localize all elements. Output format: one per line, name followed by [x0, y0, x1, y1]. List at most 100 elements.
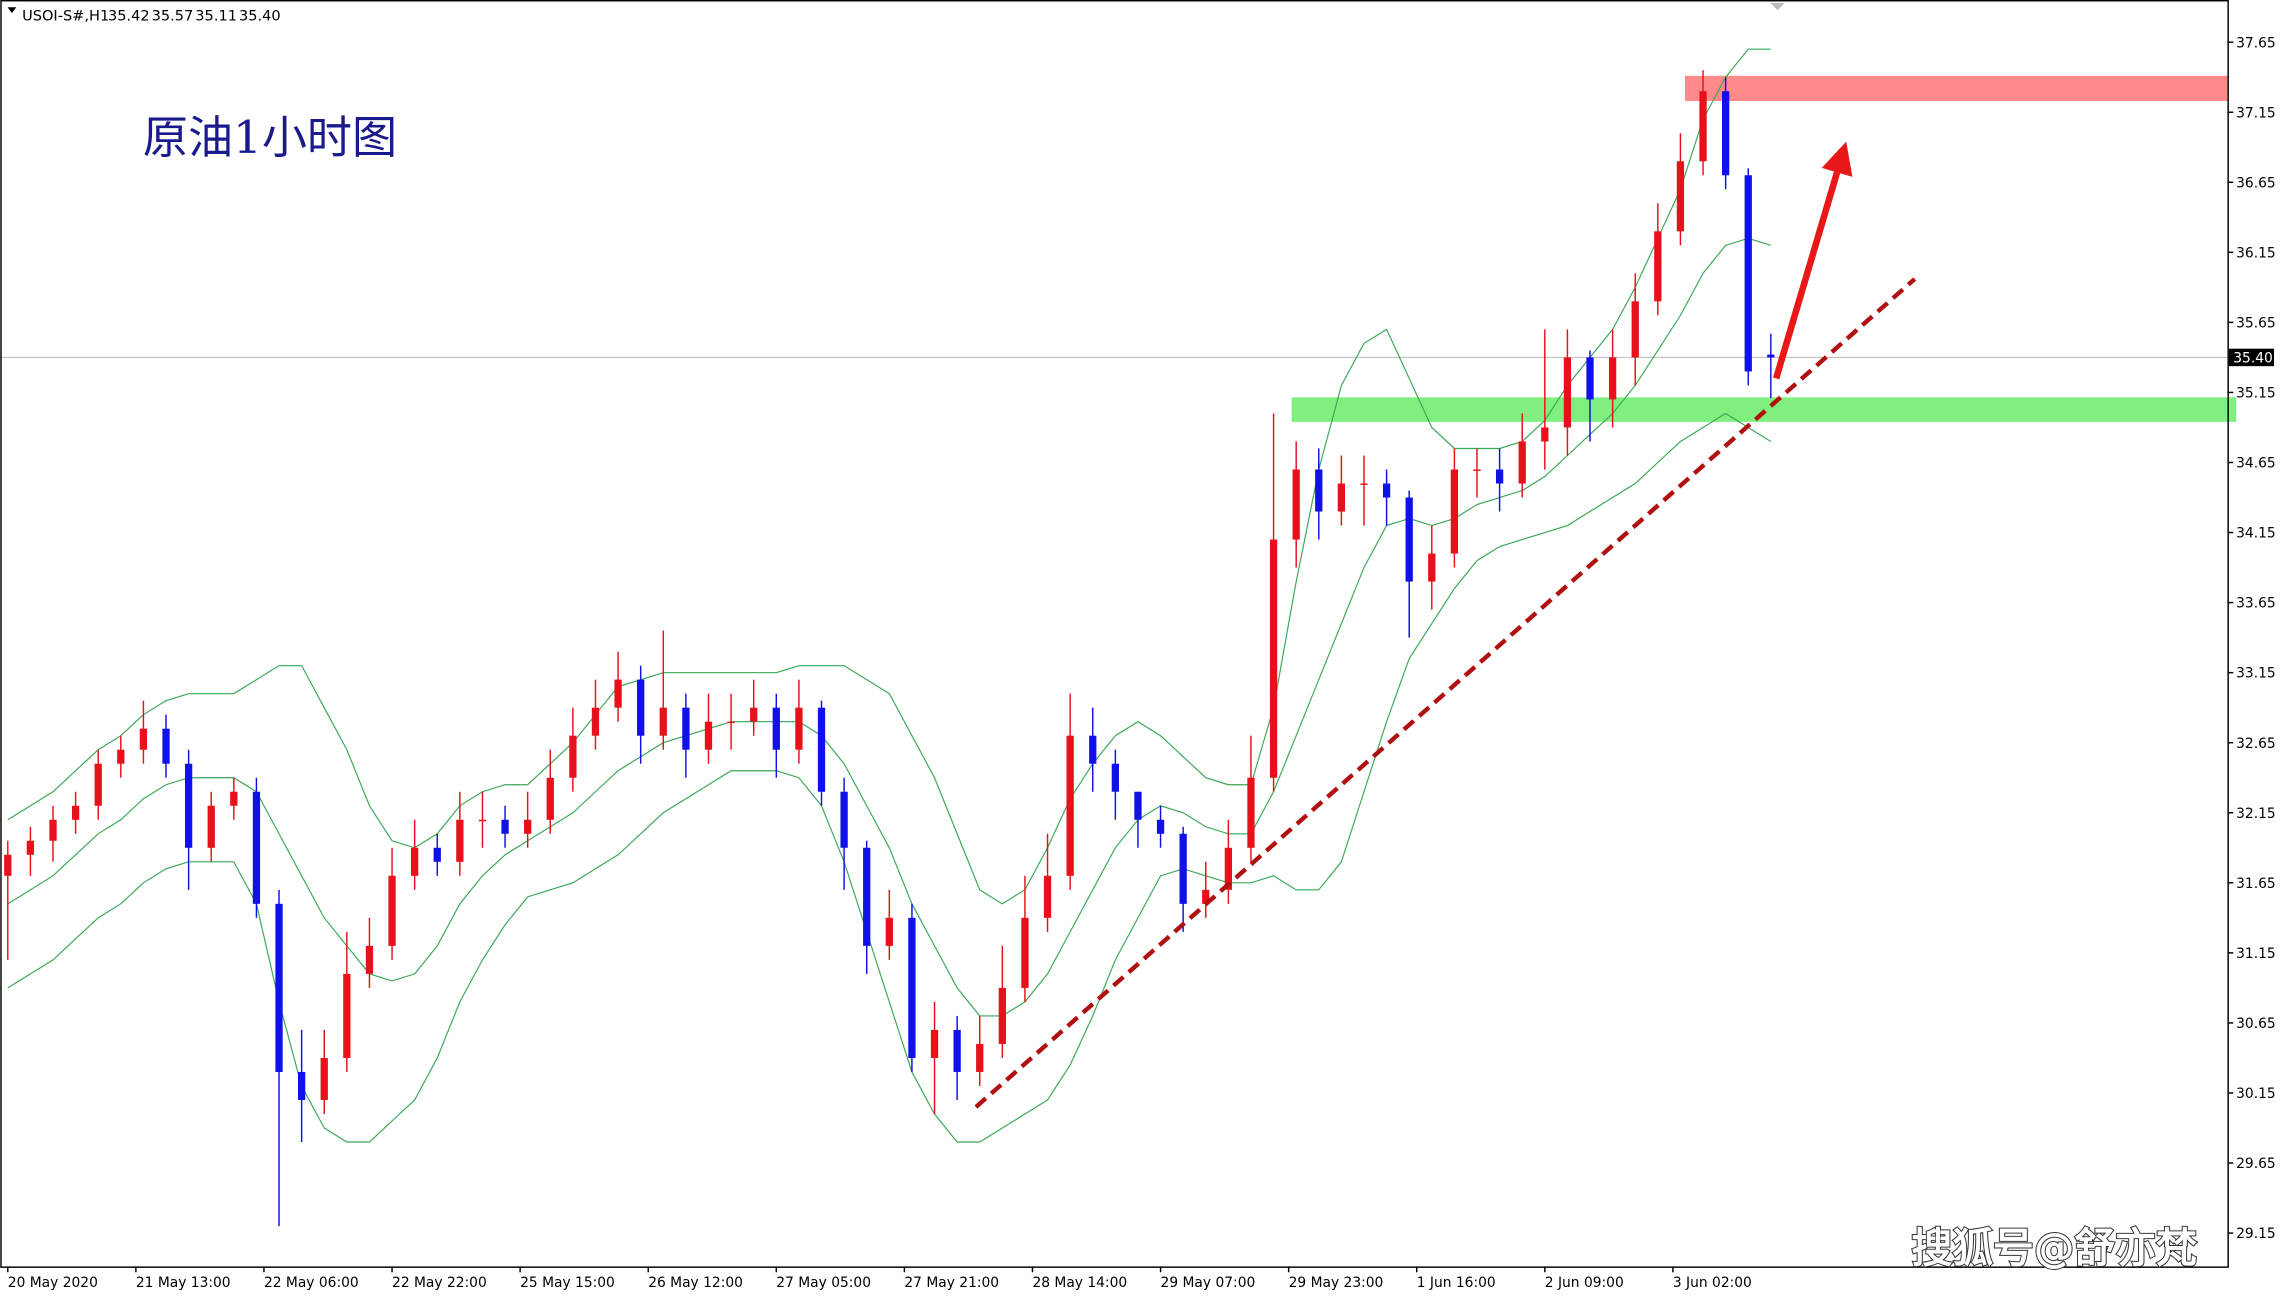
y-tick-label: 34.15: [2236, 526, 2276, 542]
candle-body: [1224, 847, 1233, 890]
x-tick-label: 25 May 15:00: [520, 1275, 615, 1291]
y-tick-label: 31.15: [2236, 946, 2276, 962]
candle-body: [184, 763, 193, 848]
y-tick-label: 32.15: [2236, 806, 2276, 822]
candle-body: [1518, 441, 1526, 484]
x-tick-label: 22 May 06:00: [264, 1275, 359, 1291]
candle-body: [1541, 427, 1549, 442]
candle-body: [614, 679, 622, 708]
candle-body: [727, 721, 735, 724]
symbol-title: USOI-S#,H1: [22, 7, 109, 24]
candle-body: [1428, 553, 1436, 582]
candle-body: [637, 679, 645, 736]
candle-body: [1066, 735, 1074, 876]
header-close: 35.40: [239, 7, 281, 24]
candle-body: [1247, 777, 1255, 848]
candle-body: [953, 1029, 961, 1072]
trendline: [974, 277, 1917, 1109]
candle-body: [94, 763, 102, 806]
candle-body: [569, 735, 577, 778]
y-tick-label: 35.65: [2236, 315, 2276, 331]
x-tick-label: 27 May 05:00: [776, 1275, 871, 1291]
candle-body: [207, 805, 215, 848]
menu-triangle[interactable]: [7, 7, 17, 14]
candle-body: [682, 707, 690, 750]
candle-body: [885, 917, 893, 946]
shift-marker: [1770, 2, 1785, 11]
y-tick-label: 32.65: [2236, 736, 2276, 752]
x-tick-label: 2 Jun 09:00: [1545, 1275, 1624, 1291]
y-tick-label: 30.65: [2236, 1016, 2276, 1032]
y-tick-label: 36.65: [2236, 175, 2276, 191]
y-tick-label: 35.15: [2236, 386, 2276, 402]
candle-body: [1269, 539, 1278, 778]
candle-body: [998, 987, 1006, 1044]
candle-body: [1473, 469, 1481, 471]
candle-body: [659, 707, 667, 736]
price-zone: [1684, 75, 2228, 102]
candle-body: [1179, 833, 1187, 904]
x-tick-label: 27 May 21:00: [904, 1275, 999, 1291]
candle-body: [1767, 354, 1775, 358]
candle-body: [49, 819, 57, 841]
candle-body: [591, 707, 600, 736]
candle-body: [750, 707, 758, 722]
candle-body: [320, 1057, 328, 1100]
y-tick-label: 33.65: [2236, 596, 2276, 612]
candle-body: [976, 1043, 984, 1072]
candle-body: [908, 917, 916, 1058]
candle-body: [772, 707, 780, 750]
candle-body: [478, 819, 487, 822]
candle-body: [1744, 175, 1752, 372]
candle-body: [1631, 301, 1639, 358]
candle-body: [139, 728, 148, 750]
y-tick-label: 37.65: [2236, 35, 2276, 51]
candle-body: [230, 791, 238, 806]
candle-body: [1111, 763, 1119, 792]
candle-body: [117, 749, 125, 764]
candle-body: [1156, 819, 1165, 834]
candle-body: [795, 707, 803, 750]
y-tick-label: 33.15: [2236, 666, 2276, 682]
last-price-box: [2228, 348, 2275, 367]
candle-body: [1360, 483, 1368, 485]
x-tick-label: 29 May 07:00: [1161, 1275, 1256, 1291]
candle-body: [26, 840, 35, 855]
candle-body: [840, 791, 848, 848]
candle-body: [1292, 469, 1300, 540]
x-tick-label: 26 May 12:00: [648, 1275, 743, 1291]
x-tick-label: 3 Jun 02:00: [1673, 1275, 1752, 1291]
candle-body: [1608, 357, 1617, 400]
watermark: 搜狐号@舒亦梵: [1912, 1224, 2198, 1272]
candle-body: [297, 1071, 306, 1100]
candle-body: [343, 973, 351, 1058]
x-tick-label: 20 May 2020: [8, 1275, 98, 1291]
y-tick-label: 37.15: [2236, 105, 2276, 121]
candle-body: [4, 854, 12, 876]
candle-body: [1654, 231, 1662, 302]
candle-body: [411, 847, 419, 876]
x-tick-label: 28 May 14:00: [1032, 1275, 1127, 1291]
y-tick-label: 34.65: [2236, 456, 2276, 472]
candle-body: [1202, 889, 1210, 904]
candle-body: [388, 875, 396, 946]
candle-body: [71, 805, 80, 820]
candle-body: [1721, 91, 1730, 176]
candle-body: [524, 819, 532, 834]
candle-body: [1337, 483, 1346, 512]
candle-body: [704, 721, 713, 750]
arrow-head: [1821, 141, 1853, 177]
candle-body: [162, 728, 170, 764]
plot-area: [0, 48, 2237, 1227]
y-tick-label: 36.15: [2236, 245, 2276, 261]
candle-body: [365, 945, 374, 974]
candle-body: [1450, 469, 1459, 554]
candle-body: [1134, 791, 1142, 820]
candle-body: [275, 903, 283, 1072]
candle-body: [433, 847, 441, 862]
candle-body: [1382, 483, 1391, 498]
arrow-shaft: [1772, 171, 1841, 380]
candle-body: [1676, 161, 1685, 232]
